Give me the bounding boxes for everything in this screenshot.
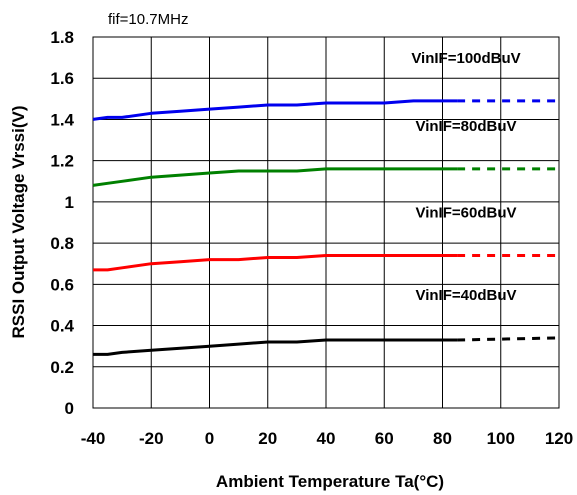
series-label-4: VinIF=40dBuV	[415, 287, 516, 304]
series-line-2	[92, 167, 458, 187]
tick-labels: -40 -20 0 20 40 60 80 100 120 0 0.2 0.4 0.6 0.8 1 1.2 1.…	[50, 28, 573, 448]
x-tick-label: 0	[205, 429, 214, 448]
x-tick-label: 80	[433, 429, 452, 448]
grid	[93, 37, 559, 408]
series-line-1	[92, 99, 458, 121]
y-tick-label: 1.4	[50, 110, 74, 129]
x-tick-label: 60	[375, 429, 394, 448]
x-tick-label: 40	[317, 429, 336, 448]
series-line-3	[93, 254, 458, 272]
series-labels: VinIF=100dBuV VinIF=80dBuV VinIF=60dBuV Vin…	[411, 50, 520, 304]
series-lines	[92, 99, 560, 356]
y-axis-title: RSSI Output Voltage Vrssi(V)	[9, 106, 28, 339]
y-tick-label: 0.2	[50, 358, 74, 377]
x-tick-label: 20	[258, 429, 277, 448]
series-label-3: VinIF=60dBuV	[415, 204, 516, 221]
y-tick-label: 1.6	[50, 69, 74, 88]
x-axis-title: Ambient Temperature Ta(°C)	[216, 472, 444, 491]
y-tick-label: 0.8	[50, 234, 74, 253]
series-label-2: VinIF=80dBuV	[415, 118, 516, 135]
series-line-4	[93, 338, 458, 356]
x-tick-label: 120	[545, 429, 573, 448]
y-tick-label: 0.4	[50, 317, 74, 336]
series-label-1: VinIF=100dBuV	[411, 50, 520, 67]
y-tick-label: 0	[65, 399, 74, 418]
y-tick-label: 0.6	[50, 275, 74, 294]
y-tick-label: 1	[65, 193, 74, 212]
frequency-annotation: fif=10.7MHz	[108, 11, 188, 28]
x-tick-label: -20	[139, 429, 164, 448]
series-extension-4	[457, 336, 560, 342]
plot-frame	[92, 36, 560, 409]
x-tick-label: 100	[487, 429, 515, 448]
x-tick-label: -40	[81, 429, 106, 448]
y-tick-label: 1.8	[50, 28, 74, 47]
y-tick-label: 1.2	[50, 152, 74, 171]
